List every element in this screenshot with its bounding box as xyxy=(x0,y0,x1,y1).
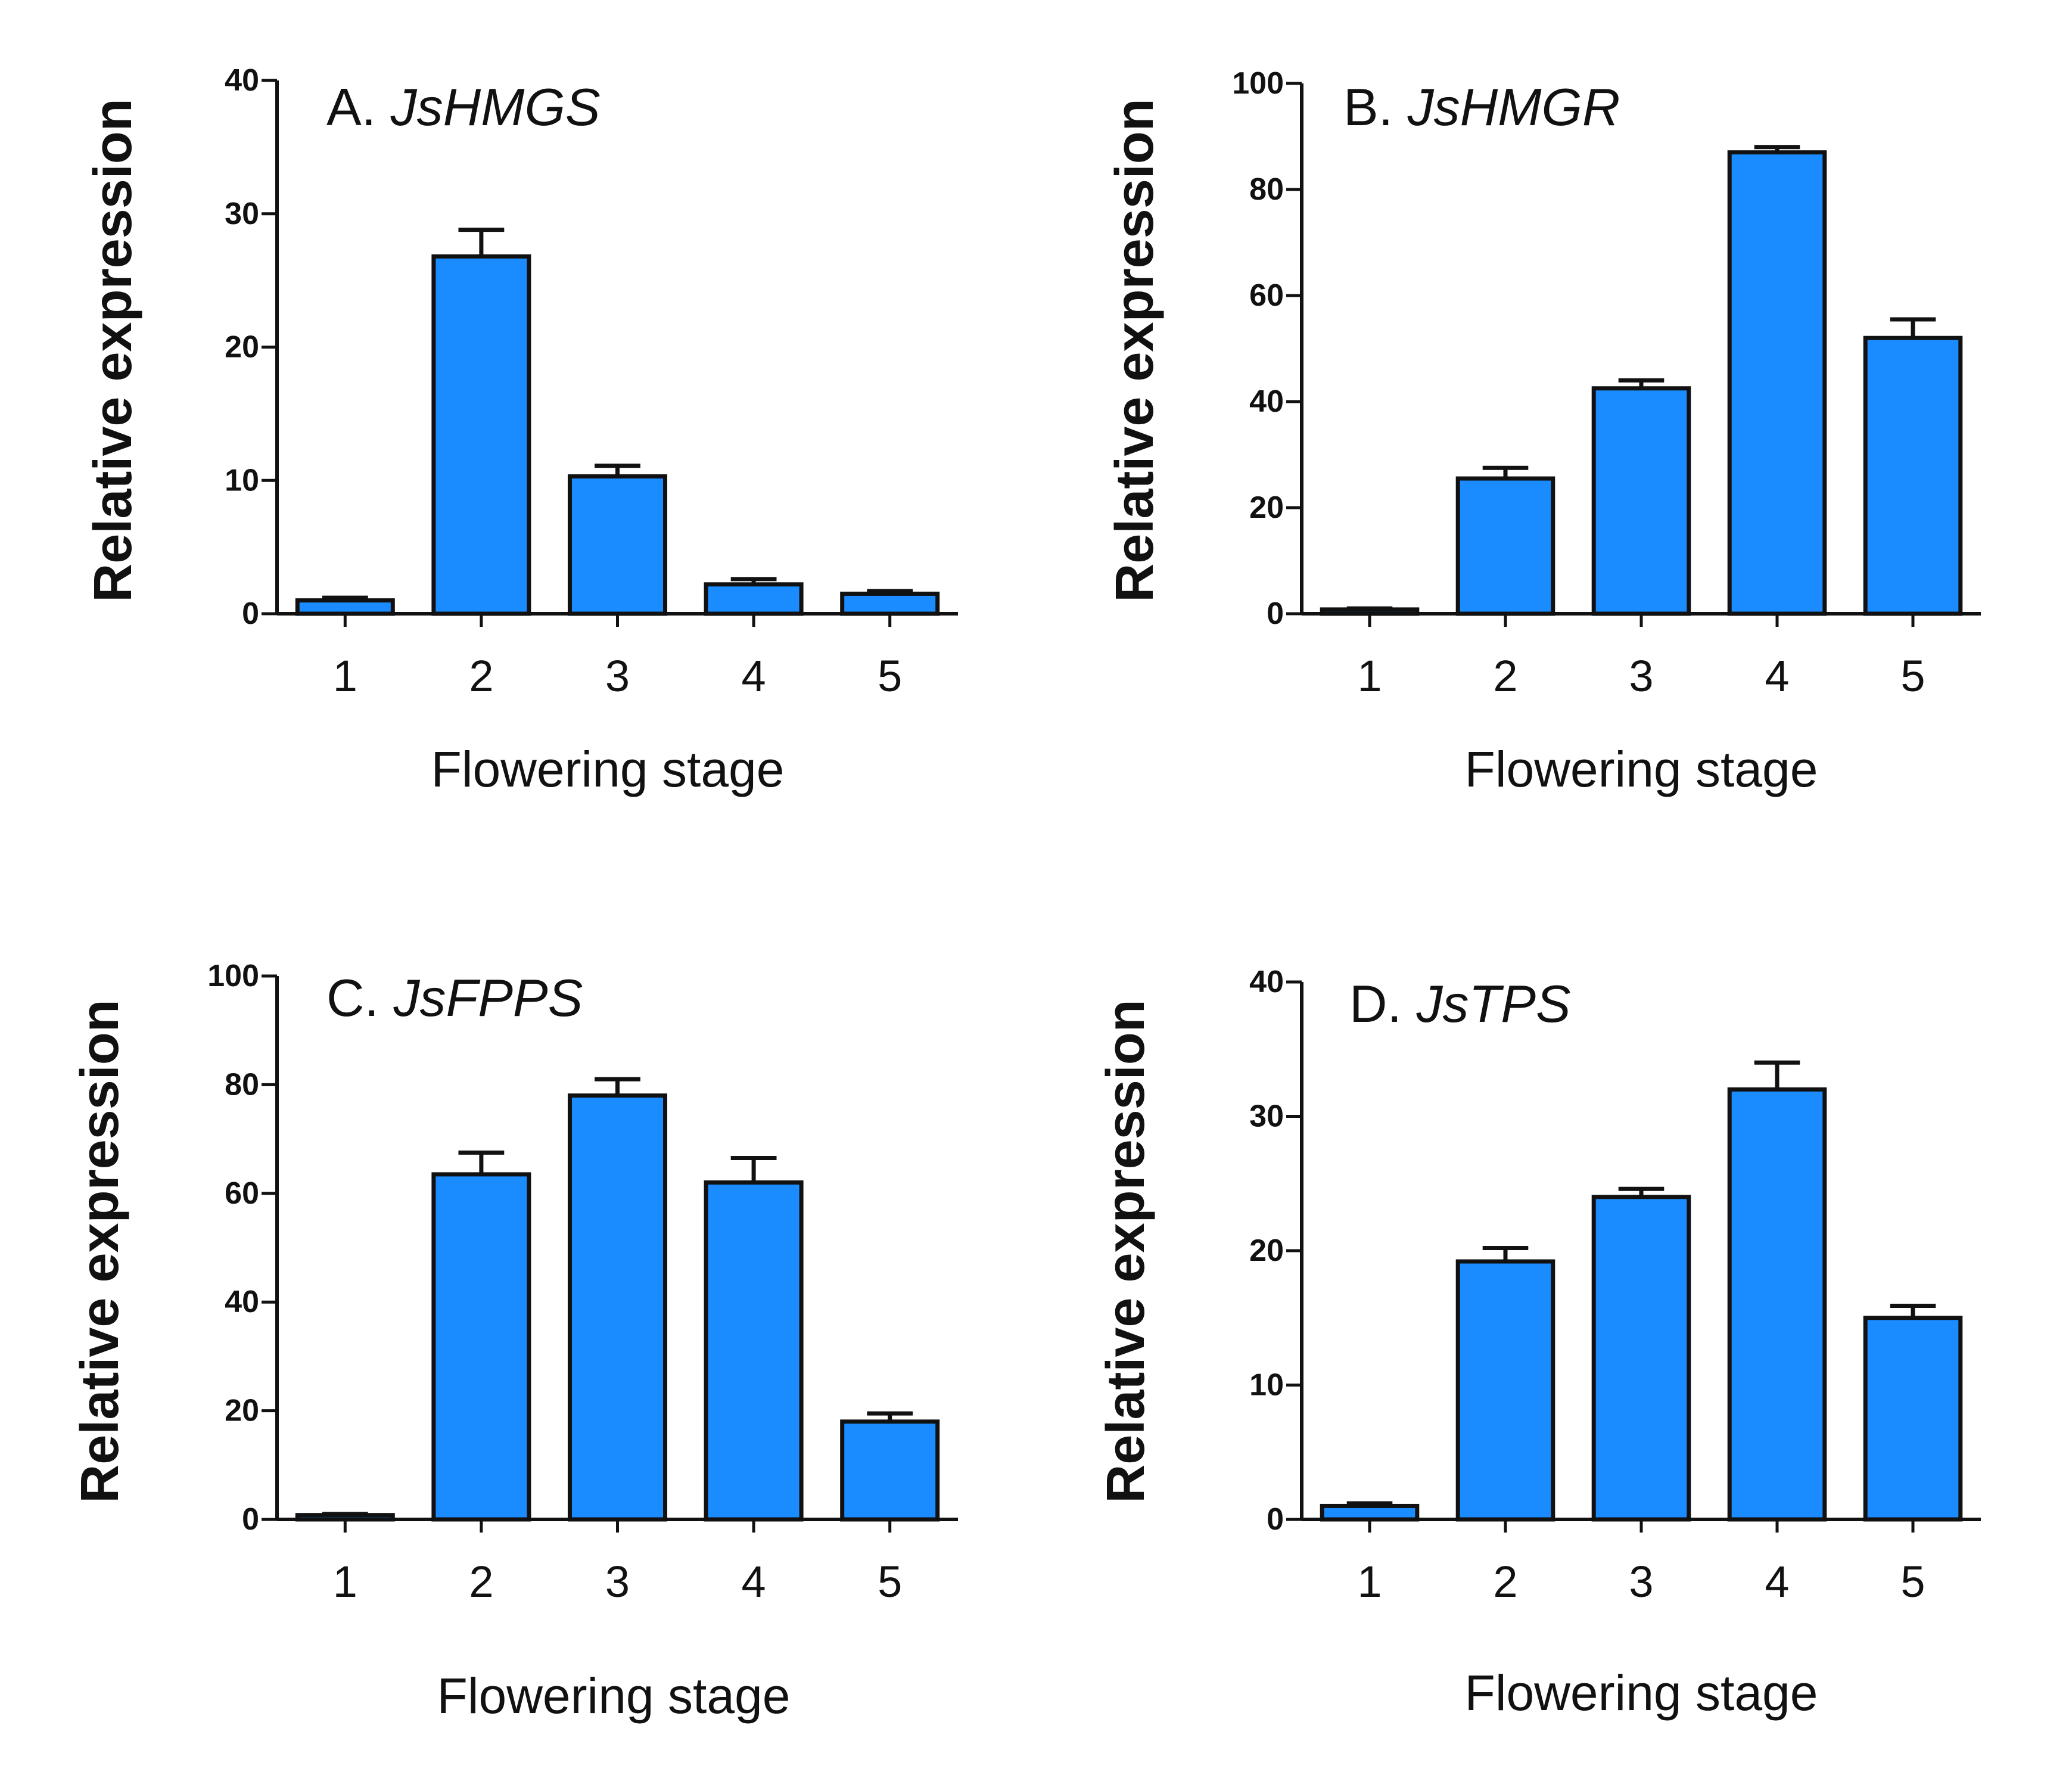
y-tick-label: 80 xyxy=(225,1067,259,1102)
x-tick-label: 3 xyxy=(1629,1557,1653,1606)
y-tick-label: 0 xyxy=(242,1502,259,1537)
panel-letter: C. xyxy=(326,968,379,1027)
y-axis-label: Relative expression xyxy=(70,999,130,1503)
plot-area: 0 10 20 30 40 1 2 3 4 5 xyxy=(1249,965,1981,1606)
x-tick-label: 2 xyxy=(469,1557,493,1606)
y-axis-title: Relative expression xyxy=(1105,98,1165,602)
y-tick-label: 0 xyxy=(1267,1502,1284,1537)
panel-letter: D. xyxy=(1349,974,1402,1033)
x-tick-label: 4 xyxy=(1765,651,1789,701)
x-axis-label: Flowering stage xyxy=(1465,741,1818,797)
bar xyxy=(704,1180,804,1522)
bar xyxy=(1863,1316,1963,1522)
bar xyxy=(1863,335,1963,616)
gene-name: JsHMGS xyxy=(390,77,601,136)
plot-area: 0 20 40 60 80 100 1 2 3 4 5 xyxy=(207,959,958,1606)
y-tick-label: 30 xyxy=(225,197,259,231)
x-tick-label: 3 xyxy=(1629,651,1653,701)
y-axis-title: Relative expression xyxy=(70,999,130,1503)
panel-c-chart: Relative expression C. JsFPPS Flowering … xyxy=(70,959,958,1724)
x-tick-label: 5 xyxy=(1900,1557,1925,1606)
x-tick-label: 2 xyxy=(1493,1557,1517,1606)
bar xyxy=(1591,386,1691,616)
bar xyxy=(840,1419,940,1522)
y-tick-label: 10 xyxy=(225,463,259,498)
x-tick-label: 4 xyxy=(742,651,766,701)
panel-title: B. JsHMGR xyxy=(1343,77,1620,136)
panel-b-chart: Relative expression B. JsHMGR Flowering … xyxy=(1105,66,1981,797)
bar xyxy=(1727,150,1827,616)
x-tick-label: 5 xyxy=(1900,651,1925,701)
gene-name: JsFPPS xyxy=(393,968,583,1027)
y-tick-label: 0 xyxy=(1267,596,1284,631)
y-tick-label: 0 xyxy=(242,596,259,631)
y-tick-label: 20 xyxy=(225,330,259,365)
y-axis-label: Relative expression xyxy=(83,98,143,602)
plot-area: 0 20 40 60 80 100 1 2 3 4 5 xyxy=(1232,66,1981,701)
y-tick-label: 10 xyxy=(1249,1368,1284,1403)
y-tick-label: 20 xyxy=(1249,490,1284,525)
bar xyxy=(1455,476,1555,616)
y-tick-label: 40 xyxy=(1249,384,1284,419)
x-tick-label: 1 xyxy=(333,1557,357,1606)
y-axis-label: Relative expression xyxy=(1096,999,1156,1503)
x-tick-label: 4 xyxy=(1765,1557,1789,1606)
bar xyxy=(1591,1195,1691,1522)
x-tick-label: 1 xyxy=(1357,651,1382,701)
bar xyxy=(431,1172,531,1522)
bar xyxy=(567,1093,668,1522)
y-tick-label: 60 xyxy=(1249,278,1284,313)
y-tick-label: 20 xyxy=(1249,1233,1284,1268)
panel-title: C. JsFPPS xyxy=(326,968,583,1027)
x-tick-label: 5 xyxy=(878,1557,902,1606)
panel-letter: B. xyxy=(1343,77,1393,136)
y-tick-label: 30 xyxy=(1249,1099,1284,1134)
bar xyxy=(1320,1503,1420,1522)
x-tick-label: 1 xyxy=(333,651,357,701)
y-tick-label: 40 xyxy=(225,63,259,98)
bar xyxy=(295,598,395,616)
bar xyxy=(1455,1259,1555,1522)
y-axis-title: Relative expression xyxy=(83,98,143,602)
gene-name: JsHMGR xyxy=(1407,77,1620,136)
plot-area: 0 10 20 30 40 1 2 3 4 5 xyxy=(225,63,958,701)
x-axis-label: Flowering stage xyxy=(1465,1665,1818,1721)
y-tick-label: 80 xyxy=(1249,172,1284,207)
bar xyxy=(567,474,668,616)
x-tick-label: 2 xyxy=(469,651,493,701)
y-tick-label: 100 xyxy=(1232,66,1284,101)
bar xyxy=(1727,1087,1827,1522)
panel-d-chart: Relative expression D. JsTPS Flowering s… xyxy=(1096,965,1981,1721)
y-axis-label: Relative expression xyxy=(1105,98,1165,602)
x-tick-label: 2 xyxy=(1493,651,1517,701)
x-tick-label: 1 xyxy=(1357,1557,1382,1606)
x-axis-label: Flowering stage xyxy=(437,1668,791,1724)
y-axis-title: Relative expression xyxy=(1096,999,1156,1503)
bar xyxy=(704,582,804,616)
gene-name: JsTPS xyxy=(1415,974,1570,1033)
bar xyxy=(840,591,940,616)
x-tick-label: 4 xyxy=(742,1557,766,1606)
bar xyxy=(431,254,531,616)
x-tick-label: 5 xyxy=(878,651,902,701)
y-tick-label: 20 xyxy=(225,1394,259,1428)
panel-title: A. JsHMGS xyxy=(326,77,601,136)
y-tick-label: 60 xyxy=(225,1176,259,1211)
panel-letter: A. xyxy=(326,77,376,136)
panel-a-chart: Relative expression A. JsHMGS Flowering … xyxy=(83,63,958,797)
x-tick-label: 3 xyxy=(605,651,630,701)
y-tick-label: 100 xyxy=(207,959,259,993)
x-tick-label: 3 xyxy=(605,1557,630,1606)
x-axis-label: Flowering stage xyxy=(431,741,785,797)
panel-title: D. JsTPS xyxy=(1349,974,1571,1033)
y-tick-label: 40 xyxy=(1249,965,1284,999)
y-tick-label: 40 xyxy=(225,1285,259,1319)
